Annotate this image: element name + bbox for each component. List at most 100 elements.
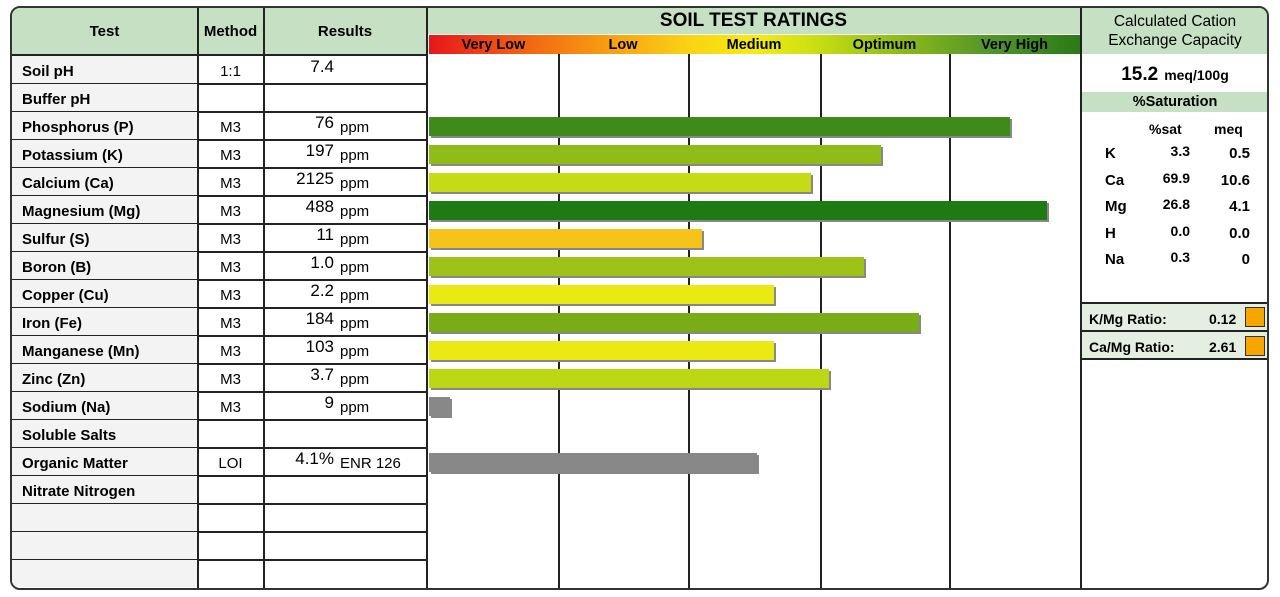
cam-ratio-swatch (1245, 336, 1265, 356)
row-divider (198, 251, 427, 253)
test-result-value: 184 (305, 309, 334, 328)
cation-sat: 3.3 (1170, 143, 1190, 159)
rating-label: Very High (981, 36, 1048, 53)
test-result-value: 4.1% (295, 449, 334, 468)
header-test: Test (12, 8, 197, 54)
test-method: M3 (220, 286, 241, 304)
km-ratio-swatch (1245, 307, 1265, 327)
row-divider (12, 363, 197, 365)
row-divider (12, 447, 197, 449)
rating-bar (429, 313, 919, 332)
test-name-cell-bg (12, 336, 197, 363)
cec-header: Calculated Cation Exchange Capacity (1081, 8, 1267, 54)
rating-bar (429, 145, 881, 164)
row-divider (198, 223, 427, 225)
rating-bar (429, 117, 1010, 136)
test-name: Phosphorus (P) (22, 118, 134, 136)
header-method: Method (198, 8, 263, 54)
cation-name: K (1105, 145, 1116, 162)
row-divider (12, 475, 197, 477)
divider-chart-cec (1080, 8, 1082, 588)
km-ratio-row (1081, 304, 1267, 330)
saturation-header: %Saturation (1081, 92, 1267, 112)
test-result-unit (340, 57, 425, 85)
row-divider (12, 223, 197, 225)
test-result-unit: ppm (340, 258, 370, 276)
test-name-cell-bg (12, 56, 197, 83)
test-method: M3 (220, 146, 241, 164)
chart-title: SOIL TEST RATINGS (427, 8, 1080, 34)
rating-bar (429, 453, 758, 472)
row-divider (198, 335, 427, 337)
row-divider (198, 531, 427, 533)
rating-bar (429, 229, 703, 248)
test-result-value: 7.4 (310, 57, 334, 76)
ratio-mid-line (1081, 330, 1267, 332)
row-divider (198, 279, 427, 281)
test-name-cell-bg (12, 168, 197, 195)
test-method: 1:1 (220, 62, 241, 80)
test-result-value: 488 (305, 197, 334, 216)
test-result-unit: ppm (340, 118, 370, 136)
test-name: Copper (Cu) (22, 286, 109, 304)
test-name-cell-bg (12, 448, 197, 475)
cation-sat: 0.0 (1170, 222, 1190, 239)
cec-value-row: 15.2 meq/100g (1081, 60, 1267, 90)
test-name-cell-bg (12, 420, 197, 447)
cation-meq: 10.6 (1220, 171, 1250, 189)
test-method: M3 (220, 398, 241, 416)
test-name-cell-bg (12, 224, 197, 251)
test-name-cell-bg (12, 308, 197, 335)
row-divider (198, 363, 427, 365)
test-name: Potassium (K) (22, 146, 123, 164)
cec-title-line2: Exchange Capacity (1108, 32, 1242, 49)
ratio-bottom-line (1081, 358, 1267, 360)
test-name-cell-bg (12, 252, 197, 279)
row-divider (12, 111, 197, 113)
row-divider (198, 503, 427, 505)
cation-meq: 0.5 (1229, 145, 1250, 162)
row-divider (12, 307, 197, 309)
row-divider (198, 111, 427, 113)
saturation-col-meq: meq (1214, 121, 1243, 137)
test-result-unit (340, 85, 425, 113)
test-name-cell-bg (12, 560, 197, 587)
test-result-value (264, 83, 334, 107)
cation-meq: 0.0 (1229, 224, 1250, 242)
soil-report-frame: Test Method Results SOIL TEST RATINGS Ve… (10, 6, 1269, 590)
test-name: Magnesium (Mg) (22, 202, 141, 220)
row-divider (198, 559, 427, 561)
row-divider (198, 447, 427, 449)
test-result-unit: ppm (340, 174, 370, 192)
cam-ratio-row (1081, 332, 1267, 358)
test-result-unit: ppm (340, 398, 370, 416)
header-results: Results (264, 8, 426, 54)
test-result-value (264, 419, 334, 443)
test-result-unit (340, 421, 425, 449)
row-divider (12, 251, 197, 253)
test-result-unit: ppm (340, 230, 370, 248)
row-divider (198, 83, 427, 85)
divider-test-method (197, 8, 199, 588)
cam-ratio-label: Ca/Mg Ratio: (1089, 339, 1175, 355)
cation-sat: 69.9 (1162, 169, 1190, 186)
test-name: Soluble Salts (22, 426, 117, 444)
test-name-cell-bg (12, 504, 197, 531)
rating-bar (429, 341, 774, 360)
rating-bar (429, 369, 829, 388)
rating-label: Optimum (852, 36, 917, 53)
row-divider (198, 139, 427, 141)
test-name: Soil pH (22, 62, 74, 80)
test-result-unit: ppm (340, 314, 370, 332)
row-divider (12, 139, 197, 141)
test-method: LOI (218, 454, 243, 472)
rating-bar (429, 201, 1048, 220)
header-bottom-line (12, 54, 427, 56)
test-result-value (264, 475, 334, 499)
saturation-col-sat: %sat (1149, 121, 1182, 137)
row-divider (12, 83, 197, 85)
test-name-cell-bg (12, 532, 197, 559)
test-name: Nitrate Nitrogen (22, 482, 136, 500)
test-name-cell-bg (12, 476, 197, 503)
cation-meq: 0 (1241, 251, 1250, 268)
